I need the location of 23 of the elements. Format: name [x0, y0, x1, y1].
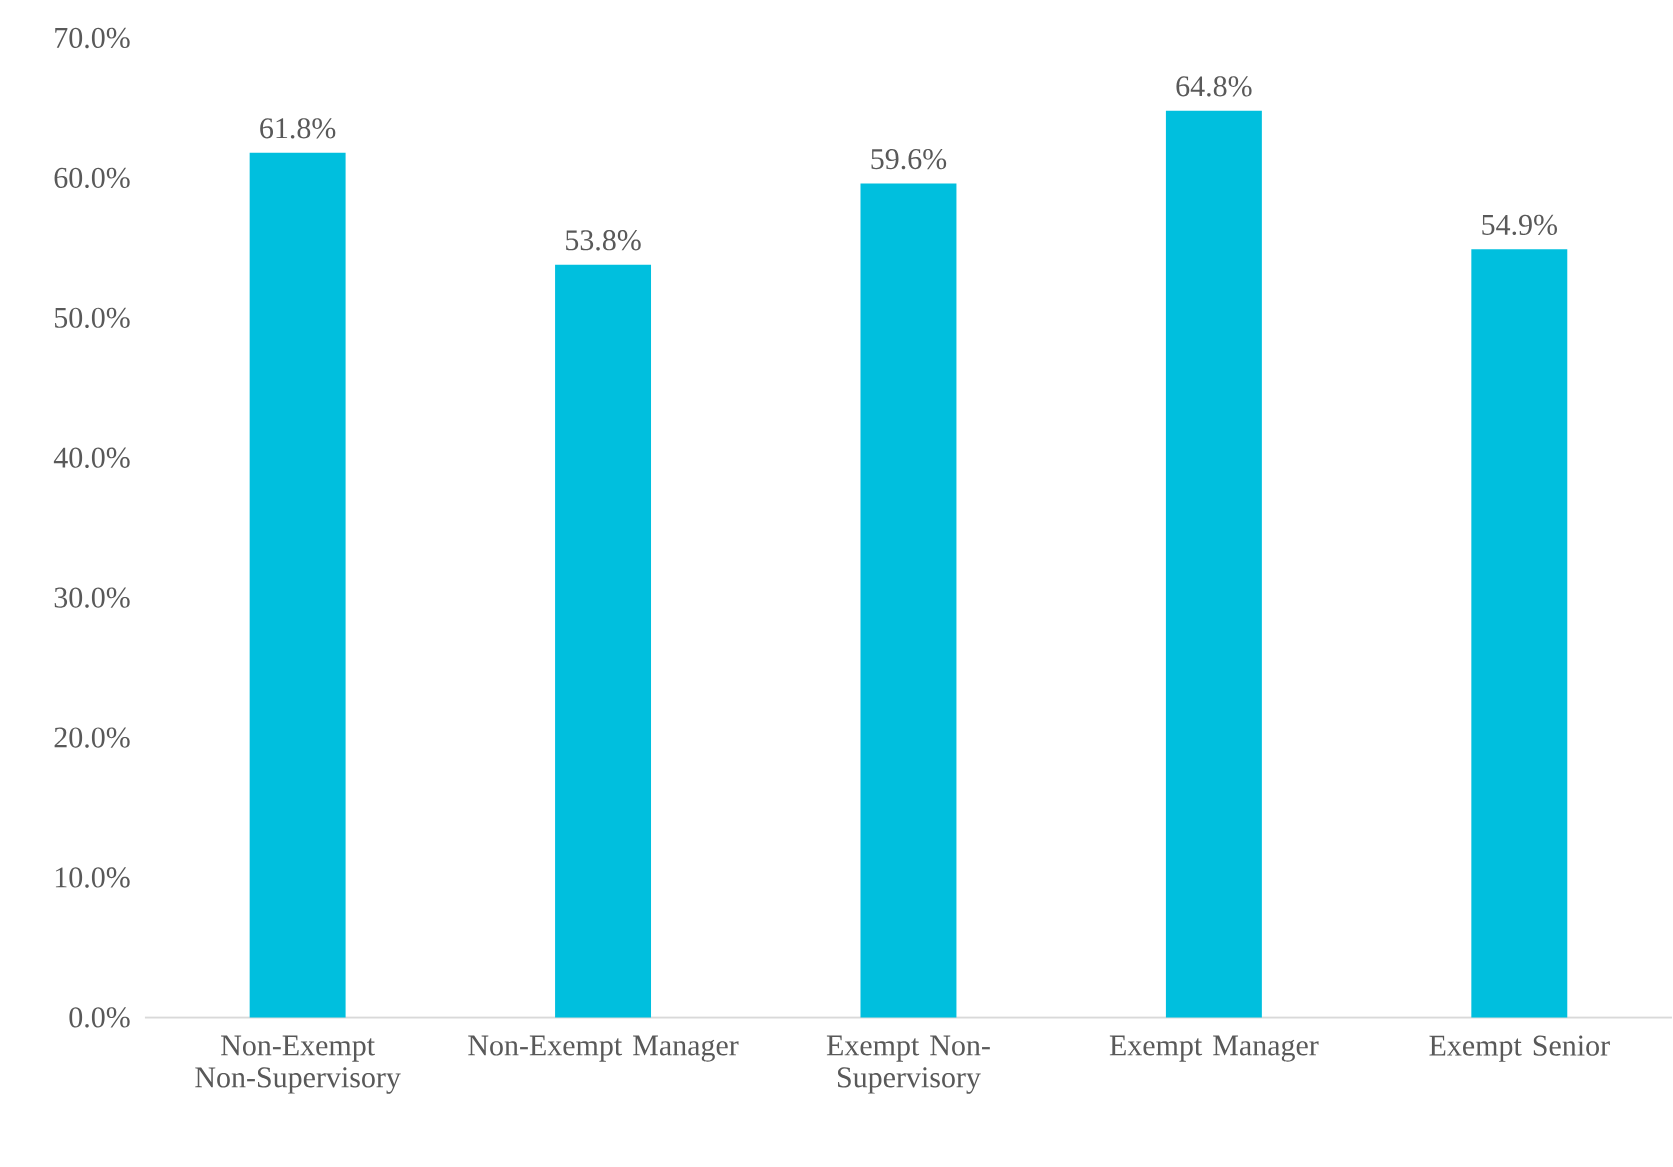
data-label: 54.9%	[1482, 214, 1557, 235]
y-tick-label: 70.0%	[55, 27, 130, 48]
x-tick-label: Non-Exempt Non-Supervisory	[195, 1035, 401, 1094]
bar	[860, 183, 957, 1018]
y-tick-label: 50.0%	[55, 307, 130, 328]
y-tick-label: 0.0%	[69, 1007, 130, 1028]
data-label: 53.8%	[566, 229, 641, 251]
x-tick-label: Exempt Manager	[1109, 1035, 1319, 1062]
x-tick-label: Exempt Non-Supervisory	[826, 1035, 990, 1094]
bar	[1165, 110, 1262, 1018]
data-label: 64.8%	[1176, 76, 1252, 97]
y-tick-label: 10.0%	[55, 867, 130, 888]
y-tick-label: 20.0%	[54, 727, 130, 748]
y-tick-label: 30.0%	[54, 587, 130, 608]
x-tick-label: Non-Exempt Manager	[468, 1035, 739, 1062]
bar	[249, 152, 346, 1018]
bar	[555, 264, 652, 1018]
y-tick-label: 60.0%	[54, 167, 130, 188]
data-label: 59.6%	[871, 148, 947, 170]
bar	[1471, 249, 1568, 1018]
y-tick-label: 40.0%	[53, 447, 130, 468]
x-tick-label: Exempt Senior	[1429, 1035, 1610, 1062]
data-label: 61.8%	[260, 117, 336, 139]
